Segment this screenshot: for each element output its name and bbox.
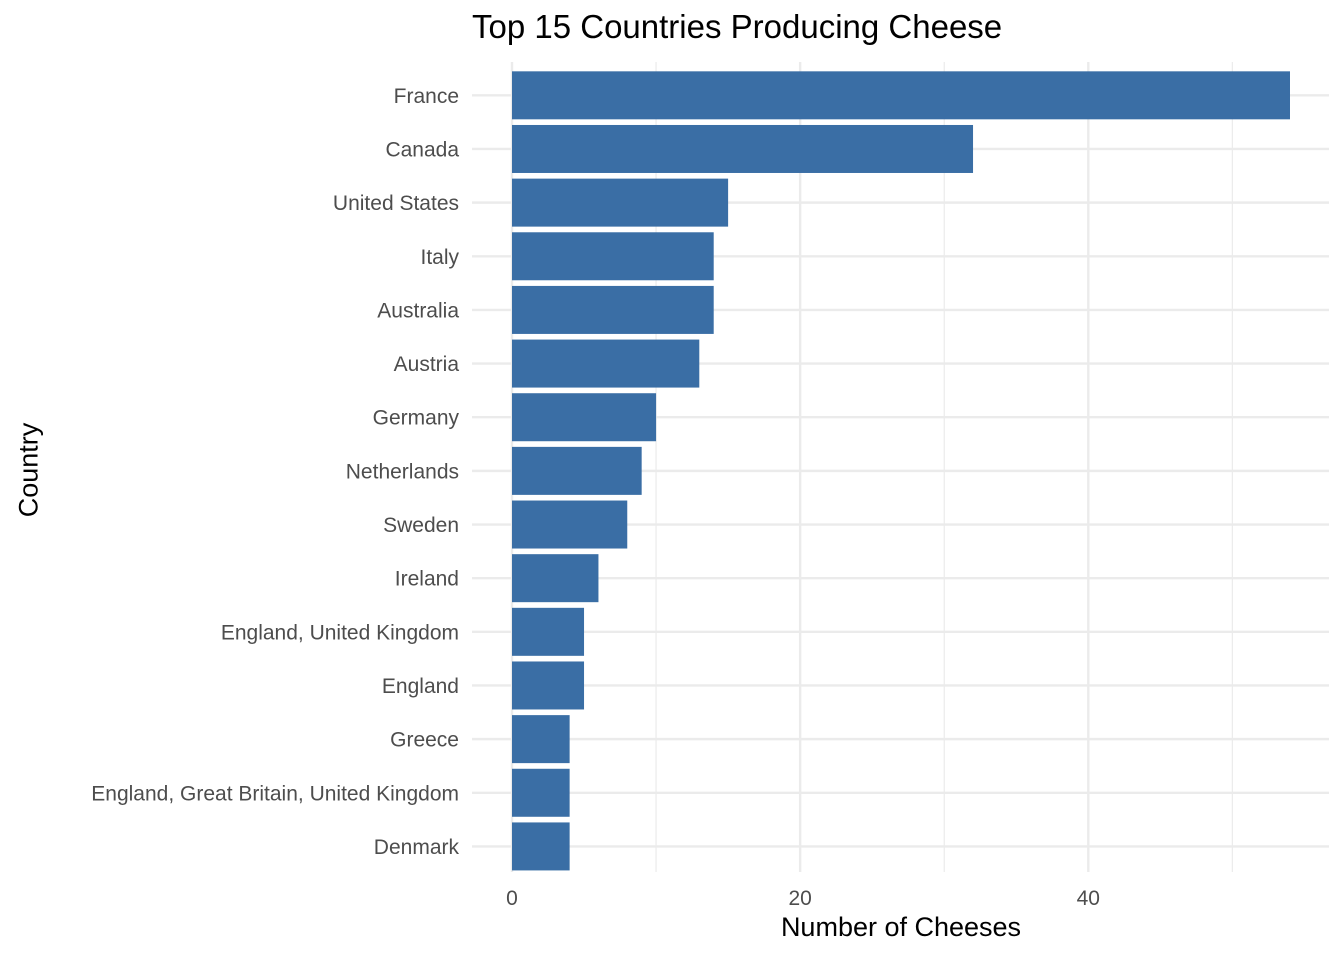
y-tick-label: Austria (394, 353, 460, 376)
bar (512, 71, 1290, 120)
bar (512, 768, 570, 817)
y-tick-label: Sweden (383, 514, 459, 537)
y-tick-label: France (394, 85, 459, 108)
bar (512, 393, 657, 442)
bar (512, 661, 585, 710)
bar (512, 285, 714, 334)
bar (512, 500, 628, 549)
chart-title: Top 15 Countries Producing Cheese (472, 8, 1003, 45)
y-tick-label: England, Great Britain, United Kingdom (91, 782, 459, 805)
y-tick-label: Netherlands (346, 460, 459, 483)
y-tick-label: England (382, 675, 459, 698)
bar (512, 715, 570, 764)
x-tick-label: 40 (1077, 887, 1100, 910)
y-tick-label: United States (333, 192, 459, 215)
y-tick-label: Denmark (374, 836, 460, 859)
bar (512, 554, 599, 603)
bar (512, 339, 700, 388)
bar (512, 124, 974, 173)
x-tick-label: 20 (788, 887, 811, 910)
y-tick-label: Canada (385, 138, 459, 161)
bar (512, 178, 729, 227)
bar (512, 232, 714, 281)
bar (512, 607, 585, 656)
x-axis-title: Number of Cheeses (780, 912, 1022, 942)
y-tick-label: Greece (390, 729, 459, 752)
y-tick-label: Germany (373, 407, 460, 430)
y-tick-label: England, United Kingdom (221, 621, 459, 644)
bar (512, 822, 570, 871)
bar (512, 446, 642, 495)
y-tick-label: Australia (377, 299, 459, 322)
y-axis-title: Country (13, 422, 44, 518)
y-tick-label: Ireland (395, 568, 459, 591)
y-tick-label: Italy (420, 246, 459, 269)
x-tick-label: 0 (506, 887, 518, 910)
